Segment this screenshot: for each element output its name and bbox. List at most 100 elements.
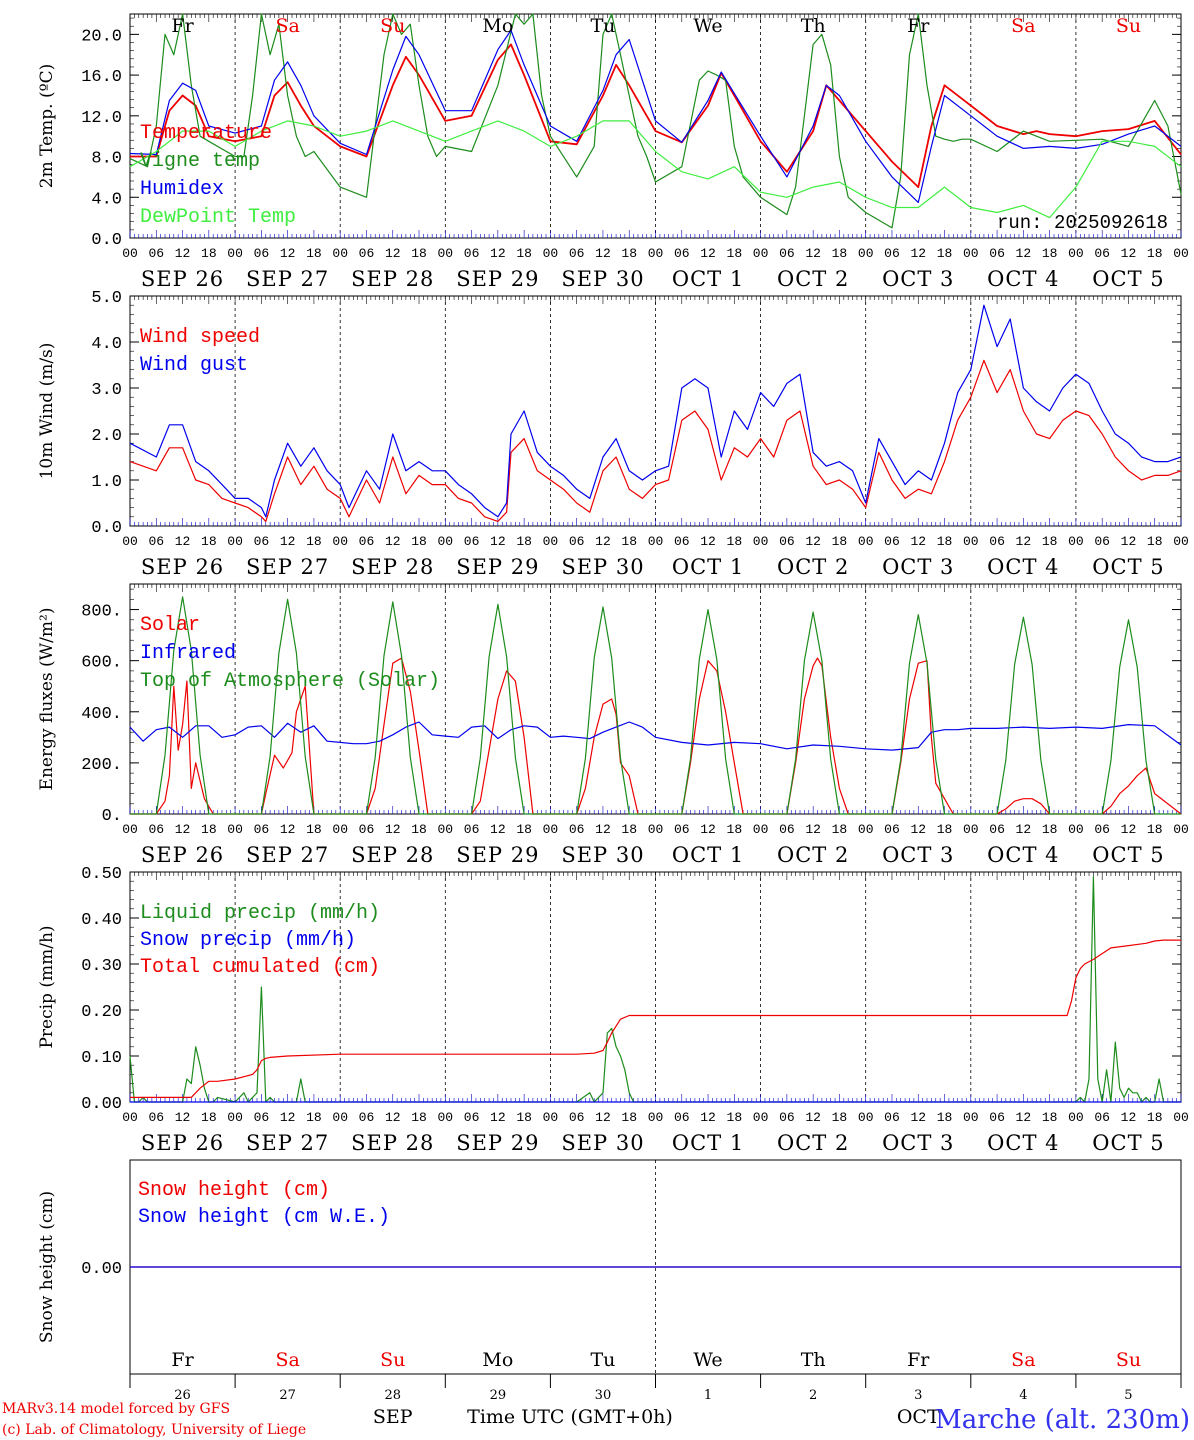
x-hour-label: 06 bbox=[674, 822, 690, 837]
x-hour-label: 12 bbox=[385, 246, 401, 261]
x-hour-label: 06 bbox=[148, 246, 164, 261]
x-hour-label: 12 bbox=[1121, 246, 1137, 261]
x-hour-label: 00 bbox=[332, 246, 348, 261]
x-hour-label: 06 bbox=[464, 534, 480, 549]
x-hour-label: 00 bbox=[963, 534, 979, 549]
x-hour-label: 00 bbox=[437, 822, 453, 837]
weekday-label-bottom: Mo bbox=[482, 1349, 513, 1371]
panel-2: 0.0 1.0 2.0 3.0 4.0 5.0 10m Wind (m/s) Wind spe… bbox=[37, 289, 1189, 579]
x-hour-label: 12 bbox=[595, 246, 611, 261]
x-hour-label: 06 bbox=[359, 822, 375, 837]
x-hour-label: 00 bbox=[332, 1110, 348, 1125]
weekday-label-bottom: Th bbox=[801, 1349, 826, 1371]
x-hour-label: 12 bbox=[910, 534, 926, 549]
x-hour-label: 18 bbox=[727, 1110, 743, 1125]
x-hour-label: 18 bbox=[727, 822, 743, 837]
x-hour-label: 00 bbox=[543, 1110, 559, 1125]
x-hour-label: 06 bbox=[884, 534, 900, 549]
x-hour-label: 06 bbox=[148, 534, 164, 549]
series-line-total-cumulated-cm bbox=[130, 939, 1181, 1099]
x-hour-label: 18 bbox=[306, 246, 322, 261]
x-hour-label: 06 bbox=[989, 822, 1005, 837]
x-hour-label: 00 bbox=[753, 246, 769, 261]
y-tick-label: 5.0 bbox=[91, 289, 122, 308]
x-day-label: SEP 30 bbox=[561, 843, 644, 867]
x-hour-label: 12 bbox=[280, 822, 296, 837]
series-line-humidex bbox=[129, 29, 1182, 203]
x-hour-label: 12 bbox=[175, 246, 191, 261]
x-day-label: OCT 5 bbox=[1092, 555, 1164, 579]
y-tick-label: 12.0 bbox=[81, 109, 122, 128]
weekday-label: We bbox=[693, 15, 722, 37]
y-tick-label: 20.0 bbox=[81, 27, 122, 46]
weekday-label: Fr bbox=[907, 15, 930, 37]
series-line-dewpoint-temp bbox=[129, 120, 1182, 219]
x-hour-label: 18 bbox=[621, 1110, 637, 1125]
x-hour-label: 06 bbox=[1094, 1110, 1110, 1125]
x-hour-label: 12 bbox=[175, 1110, 191, 1125]
x-hour-label: 00 bbox=[648, 822, 664, 837]
x-hour-label: 12 bbox=[595, 534, 611, 549]
x-hour-label: 12 bbox=[175, 822, 191, 837]
x-hour-label: 06 bbox=[569, 822, 585, 837]
y-tick-label: 0.30 bbox=[81, 957, 122, 976]
x-hour-label: 06 bbox=[1094, 246, 1110, 261]
x-hour-label: 18 bbox=[306, 822, 322, 837]
legend-entry: Total cumulated (cm) bbox=[140, 956, 380, 979]
x-hour-label: 00 bbox=[437, 1110, 453, 1125]
x-hour-label: 06 bbox=[254, 246, 270, 261]
x-hour-label: 06 bbox=[1094, 534, 1110, 549]
x-day-label: SEP 29 bbox=[456, 555, 539, 579]
weekday-label-bottom: Su bbox=[1116, 1349, 1141, 1371]
x-hour-label: 12 bbox=[385, 822, 401, 837]
panel-1: 0.0 4.0 8.0 12.0 16.0 20.0 2m Temp. (ºC) Temper… bbox=[37, 13, 1189, 291]
x-day-label: SEP 30 bbox=[561, 555, 644, 579]
x-hour-label: 00 bbox=[227, 822, 243, 837]
x-hour-label: 06 bbox=[674, 1110, 690, 1125]
x-hour-label: 00 bbox=[1173, 246, 1189, 261]
x-hour-label: 00 bbox=[227, 246, 243, 261]
day-number-label: 26 bbox=[174, 1388, 191, 1403]
station-label: Marche (alt. 230m) bbox=[935, 1405, 1190, 1435]
y-tick-label: 0.0 bbox=[91, 231, 122, 250]
weekday-label: Fr bbox=[171, 15, 194, 37]
day-number-label: 5 bbox=[1124, 1388, 1132, 1403]
month-label: OCT bbox=[897, 1406, 940, 1428]
x-hour-label: 12 bbox=[280, 534, 296, 549]
weekday-label-bottom: Sa bbox=[1011, 1349, 1035, 1371]
weekday-label-bottom: Su bbox=[380, 1349, 405, 1371]
x-hour-label: 18 bbox=[411, 246, 427, 261]
series-line-liquid-precip-mm-h bbox=[129, 875, 1181, 1103]
x-hour-label: 18 bbox=[1042, 534, 1058, 549]
weekday-label-bottom: Sa bbox=[275, 1349, 299, 1371]
x-day-label: OCT 3 bbox=[882, 555, 954, 579]
y-tick-label: 600. bbox=[81, 654, 122, 673]
x-day-label: OCT 2 bbox=[777, 1131, 849, 1155]
weekday-label: Mo bbox=[482, 15, 513, 37]
x-hour-label: 00 bbox=[858, 534, 874, 549]
x-hour-label: 06 bbox=[1094, 822, 1110, 837]
x-hour-label: 06 bbox=[989, 1110, 1005, 1125]
x-hour-label: 12 bbox=[1016, 534, 1032, 549]
day-number-label: 4 bbox=[1019, 1388, 1027, 1403]
weekday-label: Tu bbox=[590, 15, 615, 37]
y-axis-label: 2m Temp. (ºC) bbox=[37, 64, 57, 189]
y-tick-label: 0.40 bbox=[81, 911, 122, 930]
y-tick-label: 0.0 bbox=[91, 519, 122, 538]
x-hour-label: 12 bbox=[280, 1110, 296, 1125]
x-hour-label: 06 bbox=[359, 1110, 375, 1125]
x-hour-label: 12 bbox=[490, 534, 506, 549]
x-hour-label: 12 bbox=[490, 246, 506, 261]
x-day-label: SEP 28 bbox=[351, 843, 434, 867]
legend-entry: Snow precip (mm/h) bbox=[140, 929, 356, 952]
x-hour-label: 18 bbox=[832, 822, 848, 837]
x-hour-label: 18 bbox=[516, 1110, 532, 1125]
weekday-label: Sa bbox=[275, 15, 299, 37]
x-day-label: OCT 3 bbox=[882, 1131, 954, 1155]
y-tick-label: 200. bbox=[81, 756, 122, 775]
y-axis-label: 10m Wind (m/s) bbox=[37, 343, 57, 480]
legend-entry: Solar bbox=[140, 614, 200, 637]
x-day-label: OCT 3 bbox=[882, 843, 954, 867]
y-tick-label: 0.00 bbox=[81, 1260, 122, 1279]
x-hour-label: 06 bbox=[464, 246, 480, 261]
